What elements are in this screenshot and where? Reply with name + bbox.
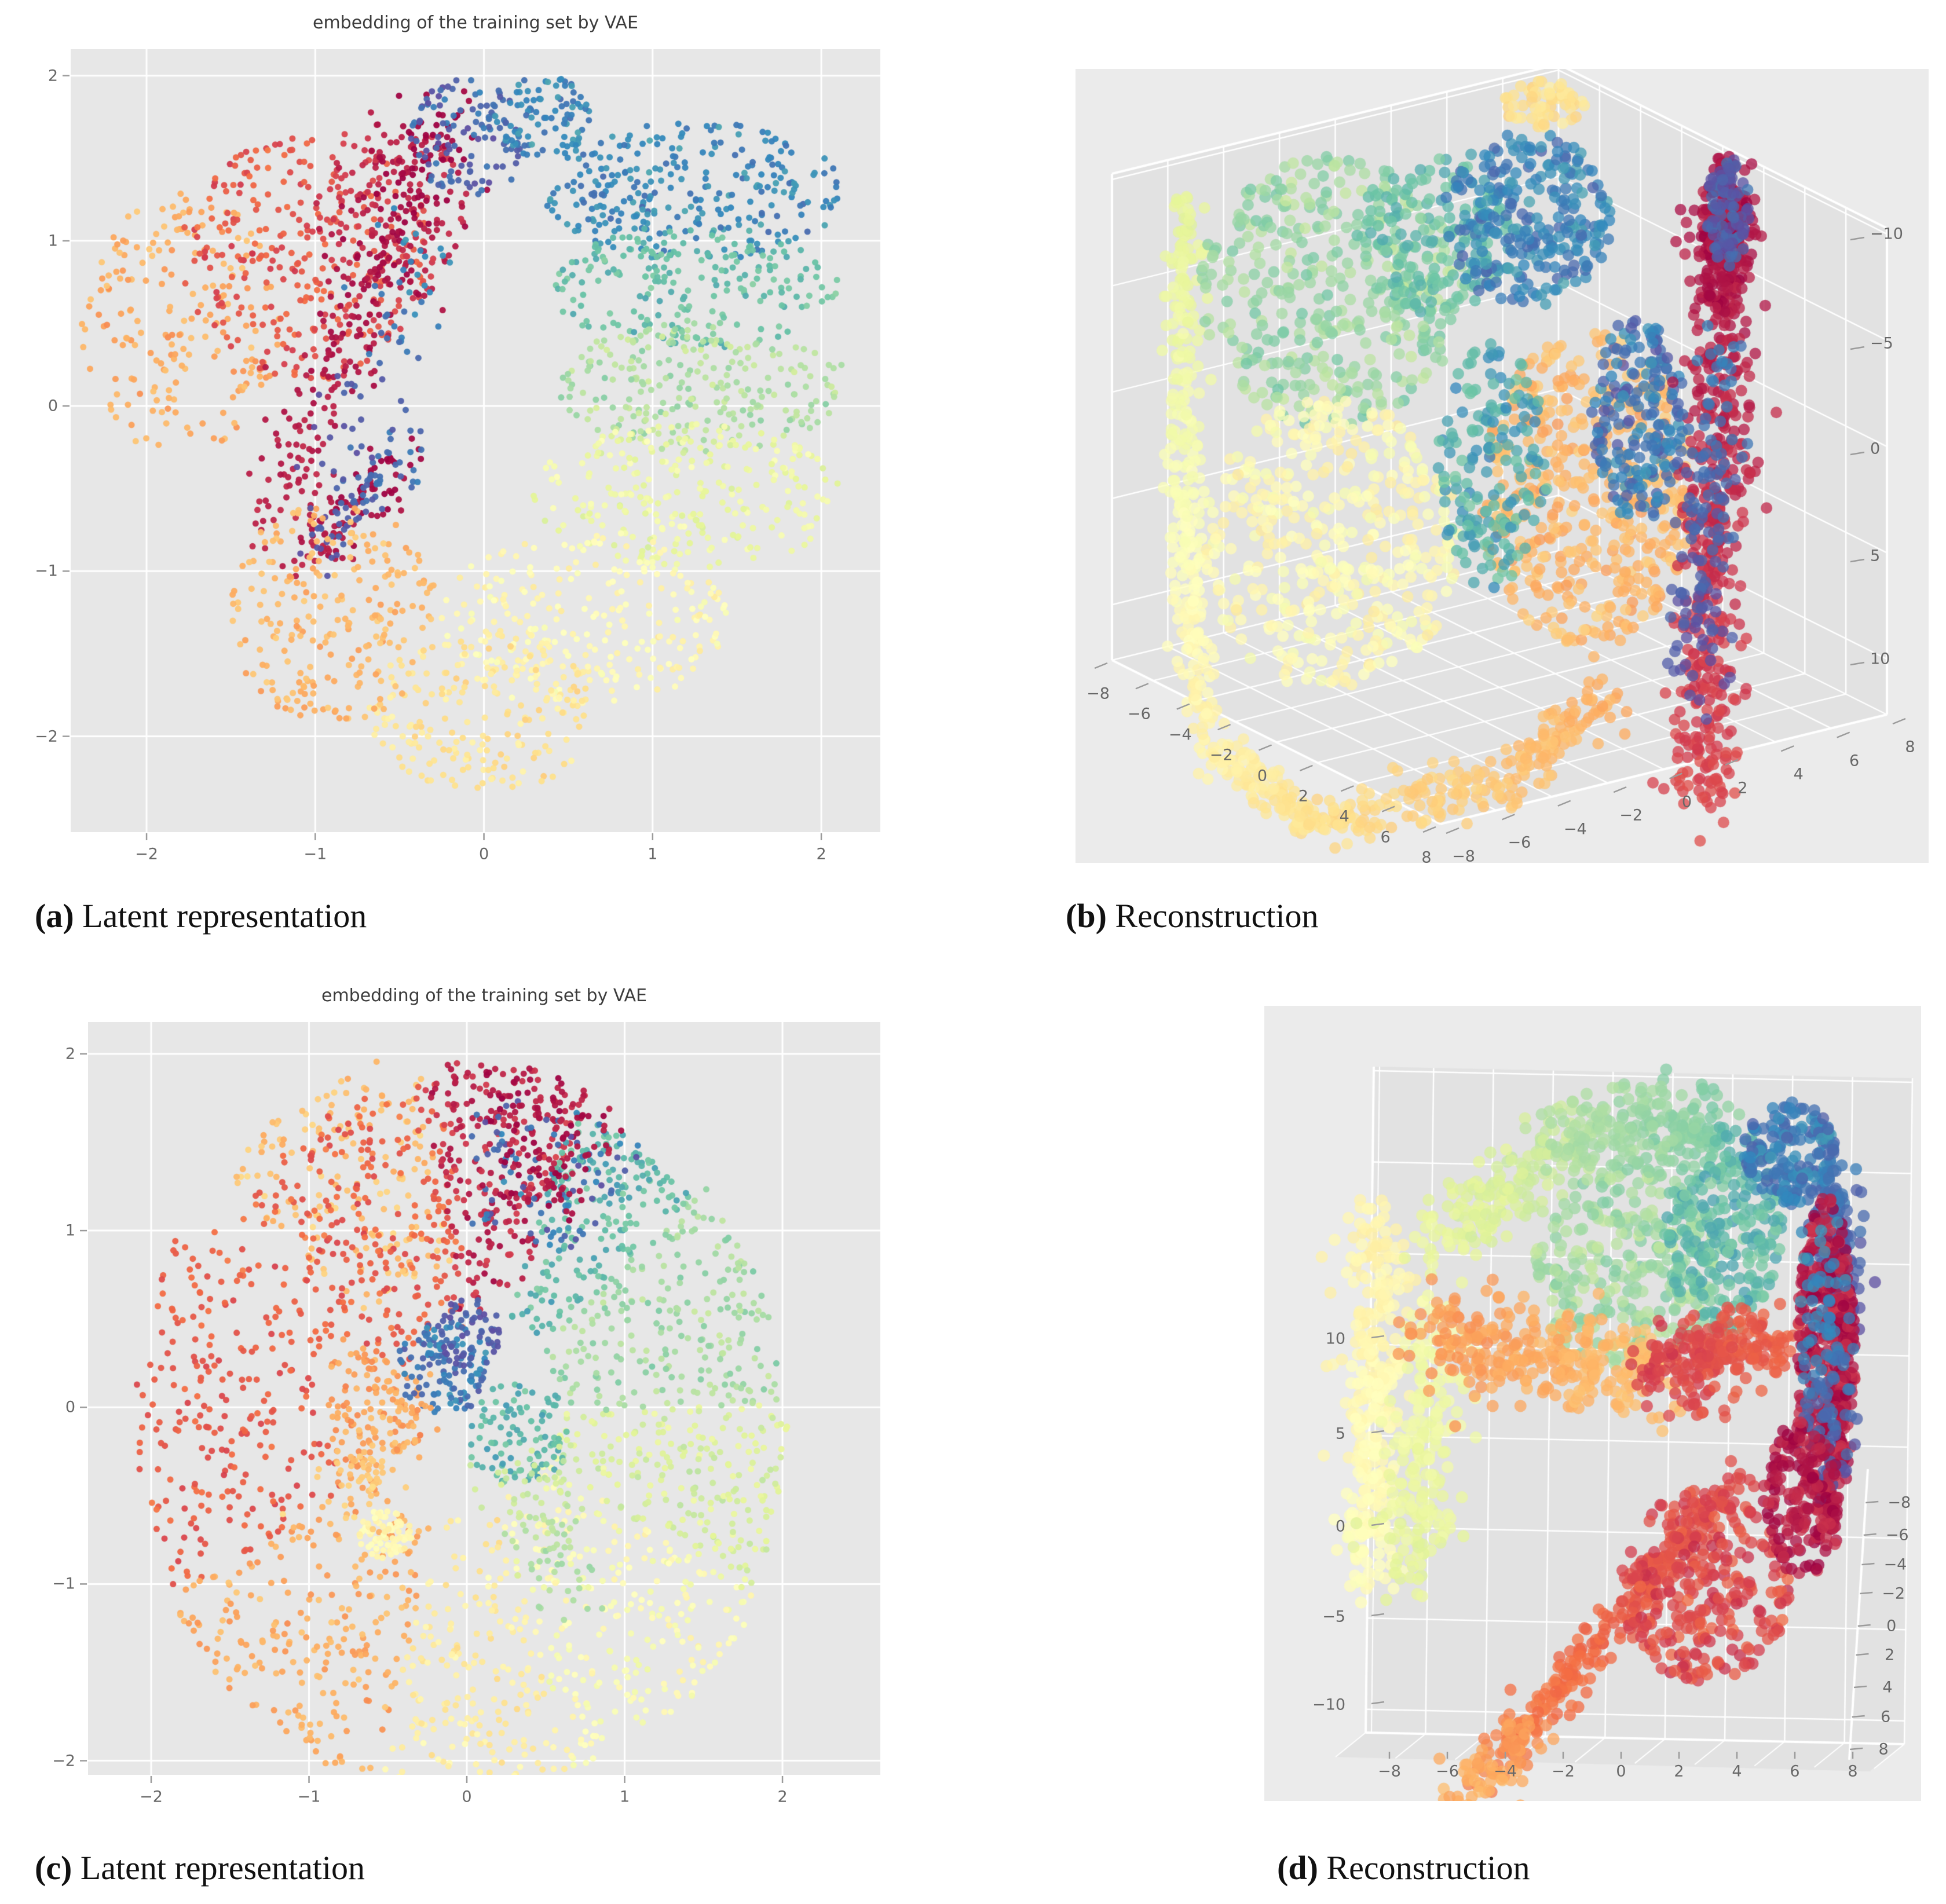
tick-label: 5 <box>1870 547 1881 565</box>
tick-label: 10 <box>1870 650 1890 668</box>
reconstruction-3d-b-canvas <box>1076 69 1929 863</box>
tick-label: 8 <box>1848 1762 1858 1781</box>
tick-label: 10 <box>1325 1330 1345 1348</box>
tick-label: −1 <box>303 845 327 863</box>
tick-label: −2 <box>52 1752 75 1770</box>
tick-label: 8 <box>1878 1740 1889 1759</box>
tick-label: −2 <box>1882 1584 1905 1603</box>
reconstruction-3d-d-canvas <box>1264 1006 1921 1801</box>
tick-label: −6 <box>1127 705 1151 723</box>
tick-label: 4 <box>1882 1678 1893 1697</box>
tick-label: −2 <box>135 845 158 863</box>
tick-label: 2 <box>1738 779 1748 797</box>
plot-title-a: embedding of the training set by VAE <box>313 13 638 33</box>
tick-label: 1 <box>619 1788 630 1806</box>
tick-label: −8 <box>1378 1762 1401 1781</box>
tick-label: 4 <box>1732 1762 1742 1781</box>
tick-label: 0 <box>1886 1617 1897 1635</box>
tick-label: −6 <box>1508 833 1531 852</box>
caption-b-text: Reconstruction <box>1115 897 1319 935</box>
tick-label: 0 <box>1616 1762 1626 1781</box>
caption-b-label: (b) <box>1066 897 1107 935</box>
caption-d-label: (d) <box>1277 1849 1318 1887</box>
tick-label: 2 <box>47 67 58 85</box>
tick-label: 0 <box>478 845 489 863</box>
tick-label: 6 <box>1849 752 1860 770</box>
tick-label: −6 <box>1436 1762 1459 1781</box>
caption-c-text: Latent representation <box>80 1849 365 1887</box>
tick-label: 1 <box>47 232 58 250</box>
tick-label: 4 <box>1339 807 1349 826</box>
tick-label: 1 <box>65 1221 75 1240</box>
tick-label: −5 <box>1322 1608 1345 1626</box>
tick-label: −2 <box>140 1788 163 1806</box>
tick-label: 8 <box>1421 848 1432 867</box>
tick-label: −1 <box>52 1575 75 1593</box>
tick-label: −2 <box>1552 1762 1575 1781</box>
tick-label: −1 <box>35 562 58 580</box>
tick-label: −4 <box>1563 820 1587 839</box>
tick-label: −1 <box>297 1788 321 1806</box>
caption-a-label: (a) <box>35 897 74 935</box>
caption-d-text: Reconstruction <box>1326 1849 1530 1887</box>
tick-label: −4 <box>1883 1555 1907 1574</box>
tick-label: 0 <box>1335 1517 1345 1536</box>
tick-label: −2 <box>1619 806 1643 825</box>
tick-label: −10 <box>1312 1696 1345 1714</box>
tick-label: −10 <box>1870 225 1903 243</box>
caption-d: (d) Reconstruction <box>1277 1848 1530 1887</box>
caption-a-text: Latent representation <box>82 897 367 935</box>
tick-label: 0 <box>1870 440 1881 458</box>
tick-label: 6 <box>1380 828 1391 847</box>
caption-b: (b) Reconstruction <box>1066 896 1319 935</box>
tick-label: 0 <box>462 1788 472 1806</box>
tick-label: 0 <box>1681 793 1692 811</box>
tick-label: −6 <box>1885 1526 1909 1544</box>
tick-label: 2 <box>1884 1646 1895 1664</box>
latent-scatter-c-canvas <box>88 1022 880 1775</box>
tick-label: −4 <box>1168 726 1192 744</box>
tick-label: −5 <box>1870 334 1893 353</box>
tick-label: 2 <box>65 1045 75 1063</box>
tick-label: −2 <box>35 727 58 746</box>
caption-c: (c) Latent representation <box>35 1848 365 1887</box>
tick-label: 2 <box>816 845 826 863</box>
caption-c-label: (c) <box>35 1849 72 1887</box>
tick-label: 2 <box>1674 1762 1684 1781</box>
caption-a: (a) Latent representation <box>35 896 367 935</box>
tick-label: −8 <box>1452 847 1475 866</box>
tick-label: −2 <box>1209 746 1233 764</box>
tick-label: 6 <box>1790 1762 1800 1781</box>
tick-label: 0 <box>47 397 58 415</box>
tick-label: −8 <box>1087 684 1110 703</box>
tick-label: 2 <box>777 1788 788 1806</box>
tick-label: 4 <box>1793 765 1804 783</box>
tick-label: 2 <box>1298 787 1308 805</box>
tick-label: 5 <box>1335 1425 1345 1443</box>
tick-label: 1 <box>648 845 658 863</box>
tick-label: 8 <box>1905 738 1915 756</box>
tick-label: 0 <box>65 1398 75 1416</box>
plot-title-c: embedding of the training set by VAE <box>321 986 647 1006</box>
tick-label: 0 <box>1257 767 1268 785</box>
latent-scatter-a-canvas <box>71 49 880 832</box>
tick-label: 6 <box>1881 1708 1891 1726</box>
tick-label: −4 <box>1494 1762 1517 1781</box>
tick-label: −8 <box>1888 1493 1911 1512</box>
